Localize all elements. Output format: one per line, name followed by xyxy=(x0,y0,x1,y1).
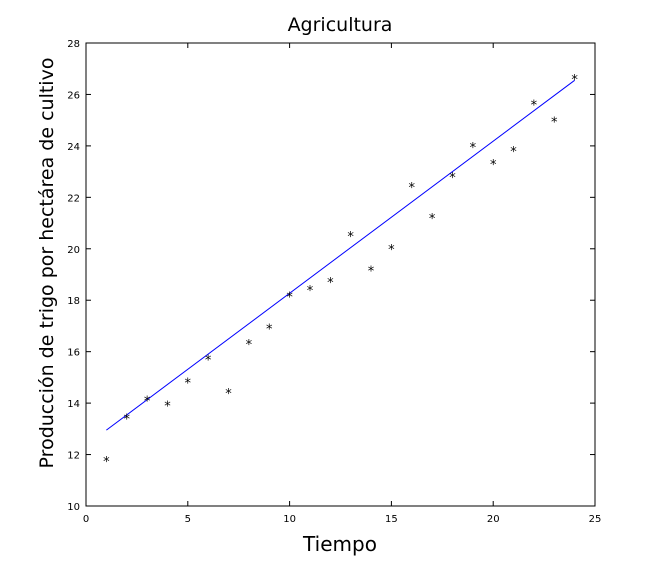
data-point: * xyxy=(286,290,293,305)
data-point: * xyxy=(368,265,375,280)
x-ticks: 0 5 10 15 20 25 xyxy=(83,43,602,525)
data-point: * xyxy=(470,141,477,156)
data-point: * xyxy=(409,181,416,196)
y-tick-label: 12 xyxy=(67,451,80,462)
x-tick-label: 20 xyxy=(487,514,500,525)
data-point: * xyxy=(144,395,151,410)
data-point: * xyxy=(205,353,212,368)
y-tick-label: 14 xyxy=(67,399,80,410)
data-point: * xyxy=(490,158,497,173)
data-points: * * * * * * * * * * * * * * * * * * * * * * * * xyxy=(103,73,578,470)
data-point: * xyxy=(246,338,253,353)
y-tick-label: 26 xyxy=(67,90,80,101)
data-point: * xyxy=(123,413,130,428)
data-point: * xyxy=(185,377,192,392)
y-tick-label: 28 xyxy=(67,39,80,50)
data-point: * xyxy=(266,323,273,338)
x-tick-label: 5 xyxy=(185,514,191,525)
data-point: * xyxy=(347,230,354,245)
y-tick-label: 22 xyxy=(67,193,80,204)
y-tick-label: 20 xyxy=(67,245,80,256)
x-tick-label: 0 xyxy=(83,514,89,525)
y-tick-label: 24 xyxy=(67,142,80,153)
chart-title: Agricultura xyxy=(288,14,393,36)
y-ticks: 10 12 14 16 18 20 22 24 26 28 xyxy=(67,39,595,513)
y-tick-label: 10 xyxy=(67,502,80,513)
x-axis-label: Tiempo xyxy=(302,532,377,556)
y-tick-label: 18 xyxy=(67,296,80,307)
x-tick-label: 25 xyxy=(589,514,602,525)
data-point: * xyxy=(164,400,171,415)
data-point: * xyxy=(307,284,314,299)
data-point: * xyxy=(429,212,436,227)
data-point: * xyxy=(531,99,538,114)
plot-area xyxy=(85,42,596,507)
data-point: * xyxy=(551,115,558,130)
data-point: * xyxy=(103,455,110,470)
data-point: * xyxy=(449,171,456,186)
data-point: * xyxy=(327,276,334,291)
y-tick-label: 16 xyxy=(67,348,80,359)
y-axis-label: Producción de trigo por hectárea de cult… xyxy=(36,58,58,469)
fit-line xyxy=(106,79,575,431)
data-point: * xyxy=(388,243,395,258)
data-point: * xyxy=(571,73,578,88)
data-point: * xyxy=(225,387,232,402)
data-point: * xyxy=(510,145,517,160)
x-tick-label: 15 xyxy=(385,514,398,525)
x-tick-label: 10 xyxy=(283,514,296,525)
